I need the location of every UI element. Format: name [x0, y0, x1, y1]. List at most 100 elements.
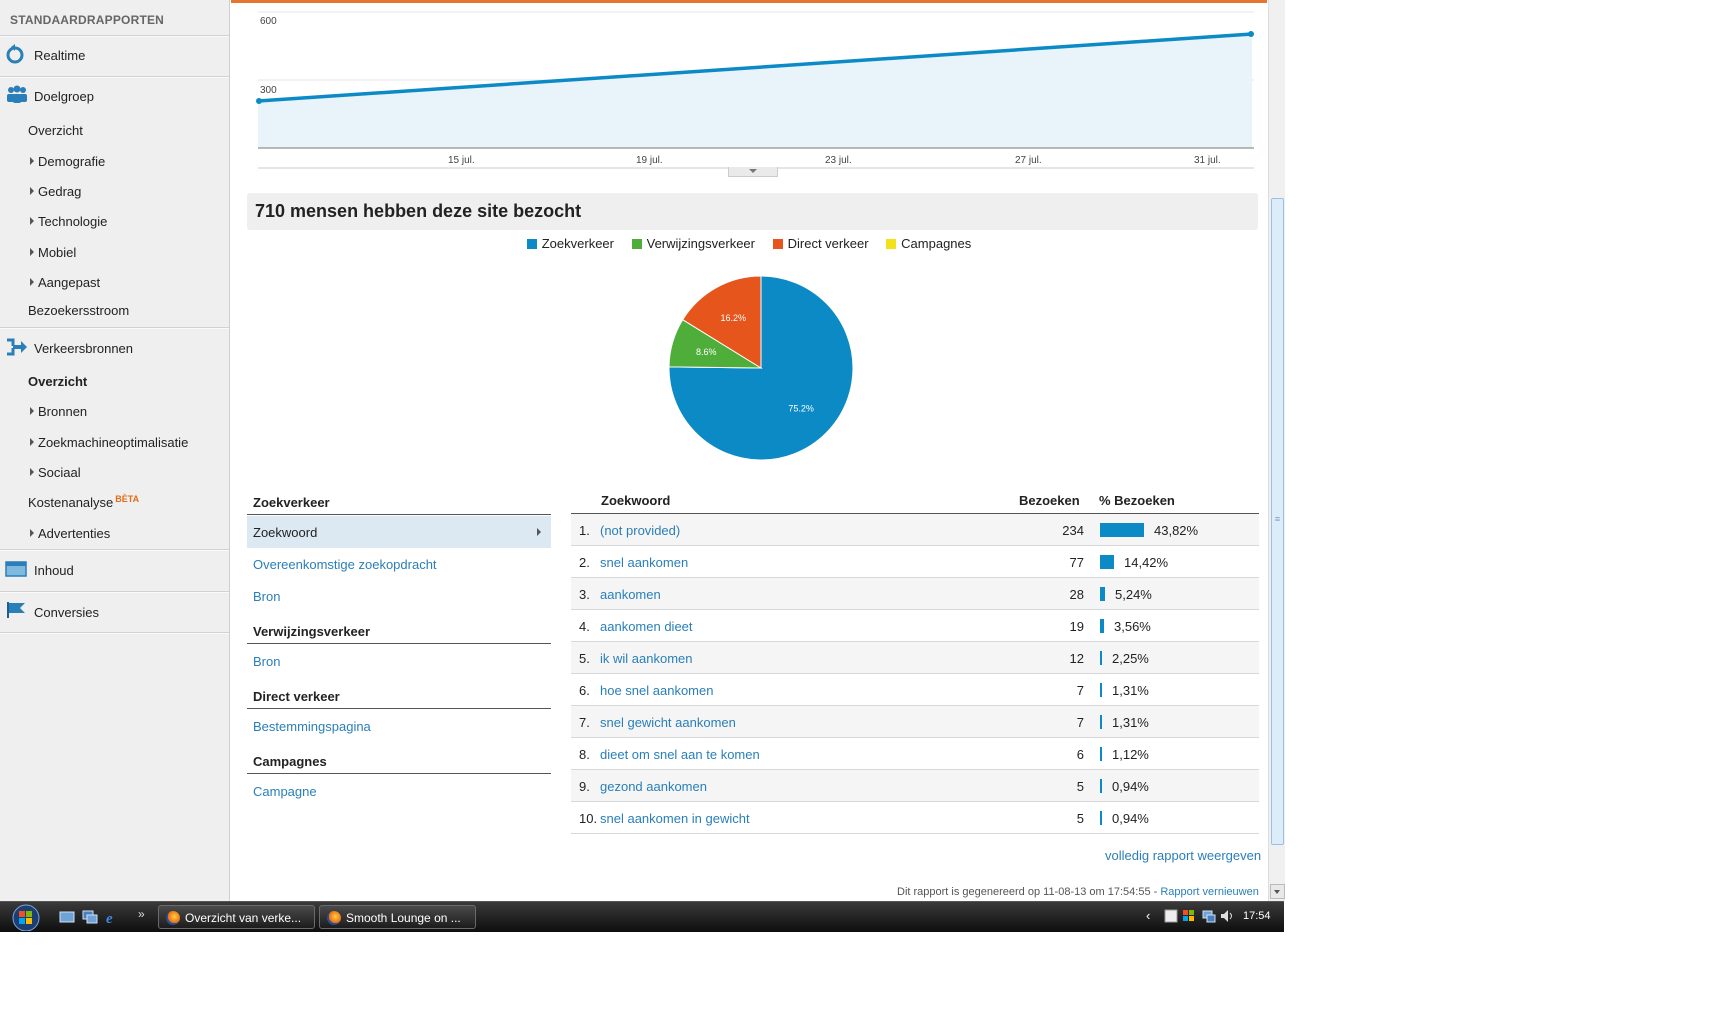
- scroll-grip-icon: ≡: [1274, 514, 1281, 524]
- row-number: 9.: [579, 779, 590, 794]
- sidebar-title: STANDAARDRAPPORTEN: [10, 13, 165, 27]
- panel-link-bestemmingspagina[interactable]: Bestemmingspagina: [253, 719, 371, 734]
- x-tick: 23 jul.: [825, 155, 852, 166]
- switch-windows-icon[interactable]: [82, 910, 98, 924]
- sidebar-item-mobiel[interactable]: Mobiel: [30, 245, 76, 260]
- full-report-link[interactable]: volledig rapport weergeven: [1105, 848, 1262, 863]
- sidebar-item-sociaal[interactable]: Sociaal: [30, 465, 81, 480]
- clock[interactable]: 17:54: [1243, 910, 1271, 922]
- pct-value: 5,24%: [1115, 587, 1152, 602]
- divider: [0, 549, 229, 551]
- realtime-icon: [6, 44, 24, 64]
- empty-area: [0, 932, 1728, 1024]
- top-accent-bar: [231, 0, 1267, 3]
- pct-bar: [1100, 811, 1102, 825]
- legend-zoekverkeer[interactable]: Zoekverkeer: [526, 236, 614, 251]
- tray-expand-icon[interactable]: ‹: [1146, 908, 1151, 923]
- table-row: 3. aankomen 28 5,24%: [571, 578, 1259, 610]
- visits-value: 6: [1076, 747, 1084, 762]
- sidebar-item-bezoekersstroom[interactable]: Bezoekersstroom: [28, 303, 130, 318]
- sidebar-item-advertenties[interactable]: Advertenties: [30, 526, 110, 541]
- sidebar-item-inhoud[interactable]: Inhoud: [34, 563, 74, 578]
- sidebar-item-verkeer-overzicht[interactable]: Overzicht: [28, 374, 88, 389]
- sidebar-item-aangepast[interactable]: Aangepast: [30, 275, 100, 290]
- sidebar-item-conversies[interactable]: Conversies: [34, 605, 100, 620]
- panel-link-overeenkomstige-zoekopdracht[interactable]: Overeenkomstige zoekopdracht: [253, 557, 437, 572]
- pct-value: 43,82%: [1154, 523, 1199, 538]
- line-chart: 600 300 15 jul. 19 jul. 23 jul. 27 jul. …: [256, 11, 1254, 169]
- sidebar-item-zoekmachineoptimalisatie[interactable]: Zoekmachineoptimalisatie: [30, 435, 188, 450]
- audience-icon: [7, 85, 27, 103]
- tray-app-icon[interactable]: [1164, 909, 1178, 923]
- panel-link-campagne[interactable]: Campagne: [253, 784, 317, 799]
- keyword-link[interactable]: ik wil aankomen: [600, 651, 693, 666]
- visits-value: 12: [1069, 651, 1084, 666]
- network-icon[interactable]: [1202, 909, 1216, 923]
- task-label: Smooth Lounge on ...: [346, 911, 461, 925]
- sidebar-item-overzicht[interactable]: Overzicht: [28, 123, 83, 138]
- pct-bar: [1100, 555, 1114, 569]
- keyword-link[interactable]: snel aankomen: [600, 555, 689, 570]
- generated-text: Dit rapport is gegenereerd op 11-08-13 o…: [897, 886, 1158, 898]
- panel-link-bron[interactable]: Bron: [253, 589, 281, 604]
- keyword-link[interactable]: dieet om snel aan te komen: [600, 747, 760, 762]
- pie-slice-direct-verkeer[interactable]: [682, 275, 762, 369]
- line-chart-point[interactable]: [256, 98, 262, 104]
- scroll-thumb[interactable]: ≡: [1271, 198, 1284, 845]
- row-number: 1.: [579, 523, 590, 538]
- line-chart-series: [257, 32, 1253, 103]
- table-row: 4. aankomen dieet 19 3,56%: [571, 610, 1259, 642]
- divider: [0, 76, 229, 78]
- pct-bar: [1100, 779, 1102, 793]
- legend-campagnes[interactable]: Campagnes: [886, 236, 971, 251]
- pie-slice-zoekverkeer[interactable]: [668, 275, 854, 461]
- show-desktop-icon[interactable]: [59, 910, 75, 924]
- volume-icon[interactable]: [1220, 909, 1234, 923]
- expand-chart-toggle[interactable]: [728, 167, 778, 177]
- refresh-report-link[interactable]: Rapport vernieuwen: [1160, 886, 1259, 898]
- sidebar-item-realtime[interactable]: Realtime: [34, 48, 86, 63]
- quicklaunch-overflow-icon[interactable]: »: [138, 907, 145, 921]
- sidebar-item-gedrag[interactable]: Gedrag: [30, 184, 81, 199]
- divider: [0, 35, 229, 37]
- task-button-analytics[interactable]: Overzicht van verke...: [158, 905, 315, 929]
- sidebar-item-doelgroep[interactable]: Doelgroep: [34, 89, 94, 104]
- legend-label: Campagnes: [901, 236, 972, 251]
- keyword-link[interactable]: aankomen dieet: [600, 619, 693, 634]
- sidebar-item-bronnen[interactable]: Bronnen: [30, 404, 87, 419]
- row-number: 5.: [579, 651, 590, 666]
- panel-link-bron-referral[interactable]: Bron: [253, 654, 281, 669]
- y-tick-600: 600: [260, 16, 277, 27]
- start-button[interactable]: [4, 903, 44, 931]
- sidebar-item-demografie[interactable]: Demografie: [30, 154, 105, 169]
- keyword-link[interactable]: gezond aankomen: [600, 779, 707, 794]
- internet-explorer-icon[interactable]: e: [105, 910, 121, 924]
- task-button-smooth-lounge[interactable]: Smooth Lounge on ...: [319, 905, 476, 929]
- visitors-headline: 710 mensen hebben deze site bezocht: [255, 201, 582, 221]
- scroll-down-button[interactable]: [1270, 884, 1285, 899]
- panel-item-zoekwoord[interactable]: Zoekwoord: [247, 516, 551, 548]
- legend-verwijzingsverkeer[interactable]: Verwijzingsverkeer: [631, 236, 755, 251]
- keyword-link[interactable]: hoe snel aankomen: [600, 683, 714, 698]
- x-tick: 31 jul.: [1194, 155, 1221, 166]
- keyword-link[interactable]: aankomen: [600, 587, 661, 602]
- keyword-link[interactable]: (not provided): [600, 523, 681, 538]
- table-row: 10. snel aankomen in gewicht 5 0,94%: [571, 802, 1259, 834]
- legend-swatch: [631, 239, 642, 249]
- line-chart-point[interactable]: [1248, 31, 1254, 37]
- sidebar-item-kostenanalyse[interactable]: Kostenanalyse BÈTA: [28, 494, 139, 510]
- pct-value: 1,31%: [1112, 683, 1149, 698]
- x-tick: 19 jul.: [636, 155, 663, 166]
- sidebar-item-technologie[interactable]: Technologie: [30, 214, 107, 229]
- tray-windows-icon[interactable]: [1182, 909, 1196, 923]
- legend-swatch: [772, 239, 783, 249]
- divider: [0, 327, 229, 329]
- sidebar-item-verkeersbronnen[interactable]: Verkeersbronnen: [34, 341, 134, 356]
- legend-direct-verkeer[interactable]: Direct verkeer: [772, 236, 869, 251]
- keyword-link[interactable]: snel aankomen in gewicht: [600, 811, 750, 826]
- row-number: 7.: [579, 715, 590, 730]
- pie-label: 16.2%: [720, 313, 746, 323]
- keyword-link[interactable]: snel gewicht aankomen: [600, 715, 736, 730]
- legend-label: Verwijzingsverkeer: [646, 236, 755, 251]
- vertical-scrollbar[interactable]: ≡: [1268, 0, 1285, 901]
